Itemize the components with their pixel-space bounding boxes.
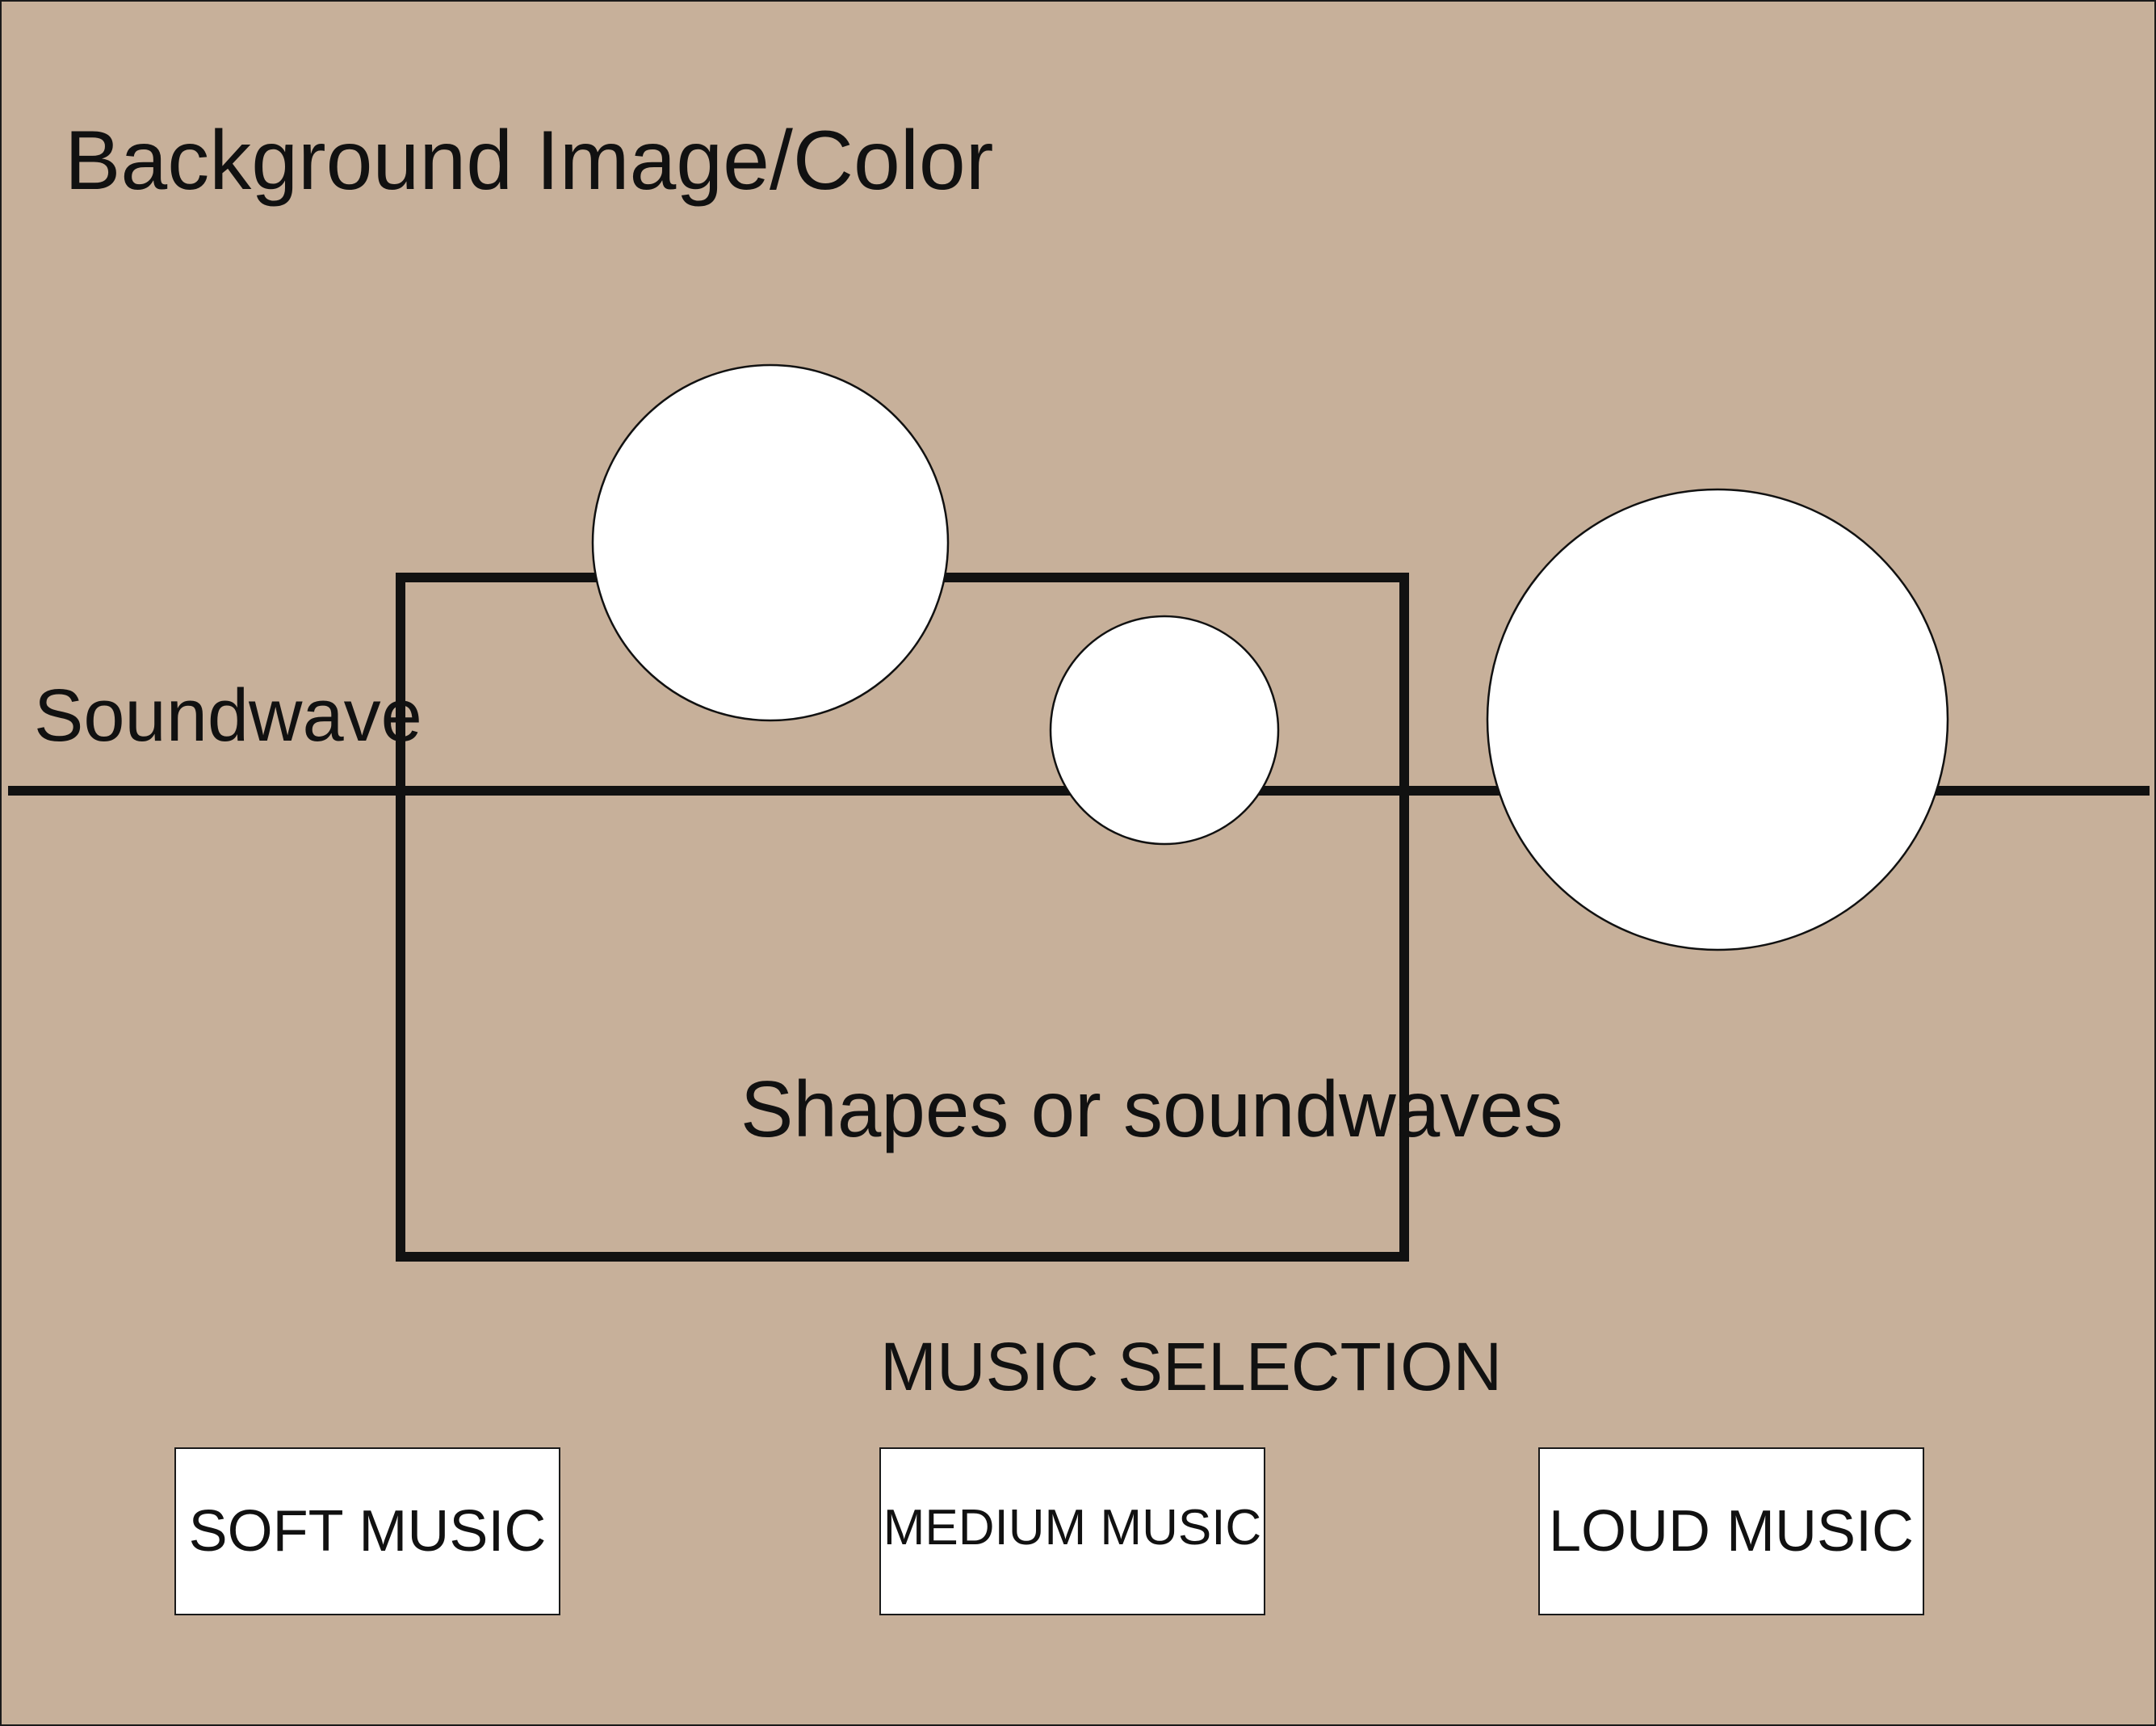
soundwave-label: Soundwave <box>34 674 422 757</box>
loud-music-button[interactable]: LOUD MUSIC <box>1538 1447 1924 1615</box>
shapes-label: Shapes or soundwaves <box>740 1065 1563 1153</box>
circle-shape-top <box>591 363 950 722</box>
music-selection-heading: MUSIC SELECTION <box>880 1329 1503 1405</box>
soft-music-button[interactable]: SOFT MUSIC <box>174 1447 560 1615</box>
loud-music-label: LOUD MUSIC <box>1548 1499 1915 1564</box>
background-label: Background Image/Color <box>65 114 994 208</box>
soft-music-label: SOFT MUSIC <box>188 1499 547 1564</box>
circle-shape-large <box>1486 488 1949 951</box>
medium-music-label: MEDIUM MUSIC <box>883 1500 1262 1556</box>
circle-shape-small <box>1049 615 1280 846</box>
medium-music-button[interactable]: MEDIUM MUSIC <box>879 1447 1265 1615</box>
